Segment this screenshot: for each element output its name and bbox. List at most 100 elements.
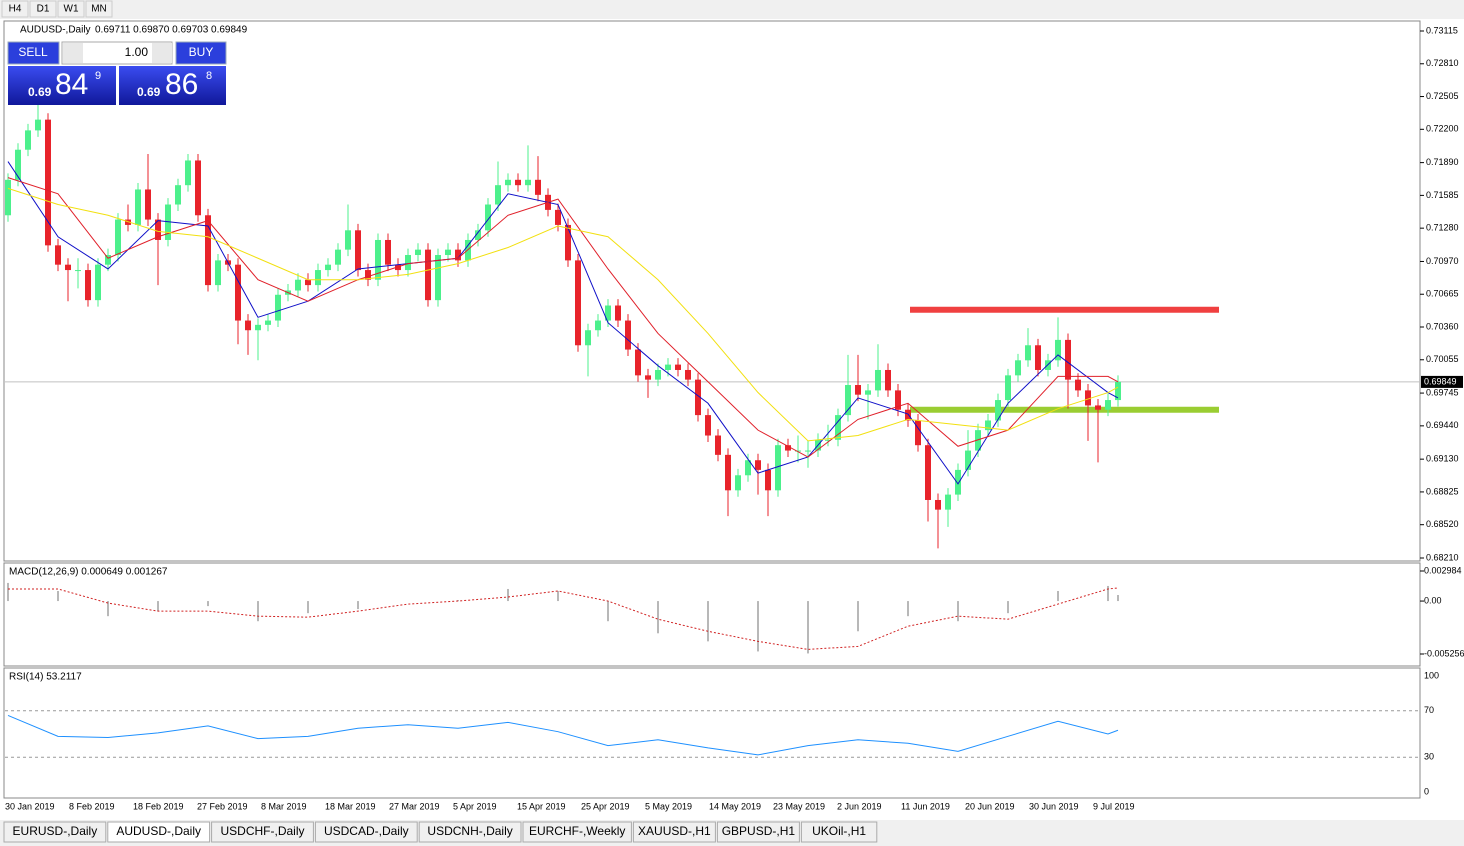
candle-body xyxy=(35,119,41,131)
timeframe-button[interactable] xyxy=(85,0,113,18)
candle-body xyxy=(295,279,301,291)
tab-label[interactable]: USDCHF-,Daily xyxy=(221,824,305,838)
candle-body xyxy=(965,450,971,470)
tab[interactable] xyxy=(211,821,314,843)
macd-bar xyxy=(557,590,559,602)
sell-price-main: 84 xyxy=(55,68,88,101)
tab[interactable] xyxy=(800,821,878,843)
macd-bar xyxy=(7,582,9,602)
timeframe-button[interactable] xyxy=(57,0,85,18)
tab[interactable] xyxy=(107,821,211,843)
lot-value[interactable]: 1.00 xyxy=(125,45,149,59)
candle-body xyxy=(405,255,411,271)
candle-body xyxy=(275,294,281,321)
macd-bar xyxy=(257,601,259,622)
sell-price-box[interactable] xyxy=(8,66,116,105)
macd-bar xyxy=(1007,601,1009,614)
lot-down[interactable] xyxy=(63,43,83,63)
candle-body xyxy=(135,189,141,225)
y-tick-label: 0.73115 xyxy=(1426,25,1458,35)
candle-body xyxy=(505,179,511,186)
candle-body xyxy=(345,230,351,250)
date-label: 9 Jul 2019 xyxy=(1093,801,1135,811)
candle-body xyxy=(55,245,61,265)
candle-body xyxy=(485,204,491,231)
timeframe-label[interactable]: MN xyxy=(91,4,107,15)
macd-bar xyxy=(357,601,359,610)
candle-body xyxy=(865,390,871,395)
candle-body xyxy=(995,400,1001,421)
tab[interactable] xyxy=(418,821,522,843)
y-tick-label: 0.70360 xyxy=(1426,321,1459,331)
timeframe-label[interactable]: H4 xyxy=(9,4,22,15)
candle-body xyxy=(445,249,451,256)
date-label: 8 Mar 2019 xyxy=(261,801,307,811)
tab-label[interactable]: AUDUSD-,Daily xyxy=(116,824,201,838)
tab[interactable] xyxy=(522,821,632,843)
macd-bar xyxy=(307,601,309,614)
moving-average xyxy=(7,177,1119,458)
candle-body xyxy=(785,445,791,451)
timeframe-button[interactable] xyxy=(29,0,57,18)
candle-body xyxy=(395,264,401,271)
sell-button[interactable] xyxy=(7,41,60,65)
tab-label[interactable]: GBPUSD-,H1 xyxy=(722,824,796,838)
candle-body xyxy=(795,450,801,452)
main-pane xyxy=(3,20,1421,562)
candle-body xyxy=(975,430,981,451)
tab-label[interactable]: EURCHF-,Weekly xyxy=(529,824,625,838)
candle-body xyxy=(695,379,701,416)
tab[interactable] xyxy=(632,821,716,843)
candle-body xyxy=(475,230,481,240)
y-tick-label: 0.70055 xyxy=(1426,354,1459,364)
tab[interactable] xyxy=(716,821,800,843)
candle-body xyxy=(885,369,891,391)
tab-label[interactable]: UKOil-,H1 xyxy=(812,824,866,838)
timeframe-button[interactable] xyxy=(1,0,29,18)
date-label: 30 Jan 2019 xyxy=(5,801,55,811)
rsi-tick-label: 0 xyxy=(1424,786,1429,796)
tab[interactable] xyxy=(314,821,418,843)
tab-label[interactable]: USDCNH-,Daily xyxy=(427,824,512,838)
candle-body xyxy=(875,369,881,391)
buy-price-main: 86 xyxy=(165,68,198,101)
candle-body xyxy=(525,179,531,186)
buy-button[interactable] xyxy=(175,41,227,65)
timeframe-label[interactable]: D1 xyxy=(37,4,50,15)
candle-body xyxy=(75,270,81,272)
tab-label[interactable]: USDCAD-,Daily xyxy=(324,824,409,838)
rsi-line xyxy=(7,714,1119,756)
lot-up[interactable] xyxy=(152,43,172,63)
tab[interactable] xyxy=(3,821,107,843)
candle-body xyxy=(125,219,131,225)
candle-body xyxy=(645,375,651,380)
tab-label[interactable]: XAUUSD-,H1 xyxy=(638,824,711,838)
buy-label[interactable]: BUY xyxy=(189,45,214,59)
candle-body xyxy=(585,330,591,346)
candle-body xyxy=(905,409,911,421)
candle-body xyxy=(805,450,811,452)
timeframe-label[interactable]: W1 xyxy=(64,4,79,15)
candle-body xyxy=(825,439,831,441)
candle-body xyxy=(235,264,241,321)
candle-body xyxy=(1115,381,1121,401)
candle-body xyxy=(385,239,391,265)
macd-label: MACD(12,26,9) 0.000649 0.001267 xyxy=(9,567,168,578)
candle-body xyxy=(715,435,721,455)
candle-body xyxy=(575,260,581,346)
macd-bar xyxy=(107,601,109,617)
buy-price-box[interactable] xyxy=(119,66,226,105)
sell-label[interactable]: SELL xyxy=(18,45,48,59)
candle-body xyxy=(1015,360,1021,376)
buy-price-big: 0.69 xyxy=(137,85,161,99)
y-tick-label: 0.71585 xyxy=(1426,190,1459,200)
candle-body xyxy=(65,264,71,271)
candle-body xyxy=(185,160,191,186)
candle-body xyxy=(935,499,941,510)
y-tick-label: 0.68210 xyxy=(1426,552,1459,562)
macd-bar xyxy=(757,601,759,652)
candle-body xyxy=(305,279,311,286)
candle-body xyxy=(175,185,181,205)
tab-label[interactable]: EURUSD-,Daily xyxy=(13,824,98,838)
